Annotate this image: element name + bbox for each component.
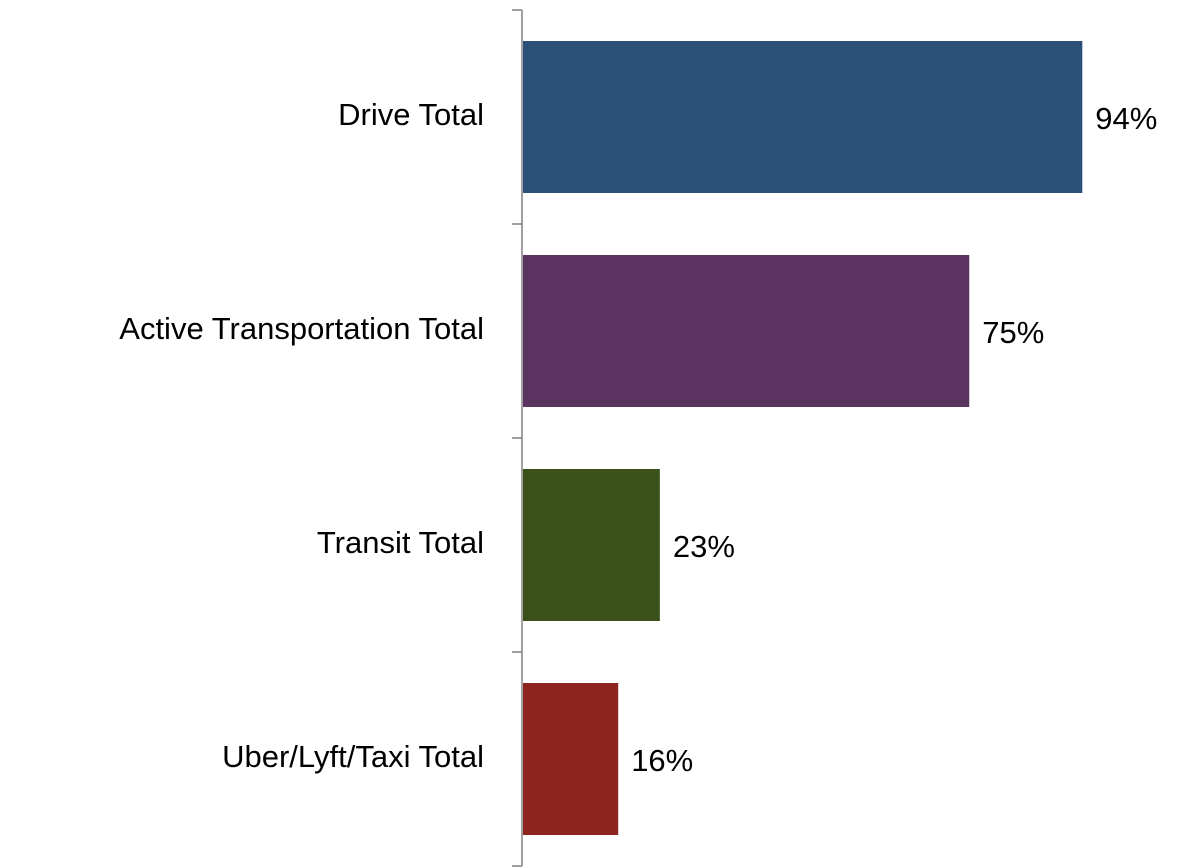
bar bbox=[523, 469, 660, 621]
value-label: 75% bbox=[982, 315, 1044, 350]
category-label: Transit Total bbox=[317, 525, 484, 560]
bar bbox=[523, 255, 970, 407]
value-label: 16% bbox=[631, 743, 693, 778]
category-label: Drive Total bbox=[338, 97, 484, 132]
value-label: 23% bbox=[673, 529, 735, 564]
category-label: Active Transportation Total bbox=[119, 311, 484, 346]
bar bbox=[523, 41, 1083, 193]
bar bbox=[523, 683, 619, 835]
category-label: Uber/Lyft/Taxi Total bbox=[222, 739, 484, 774]
value-label: 94% bbox=[1095, 101, 1157, 136]
